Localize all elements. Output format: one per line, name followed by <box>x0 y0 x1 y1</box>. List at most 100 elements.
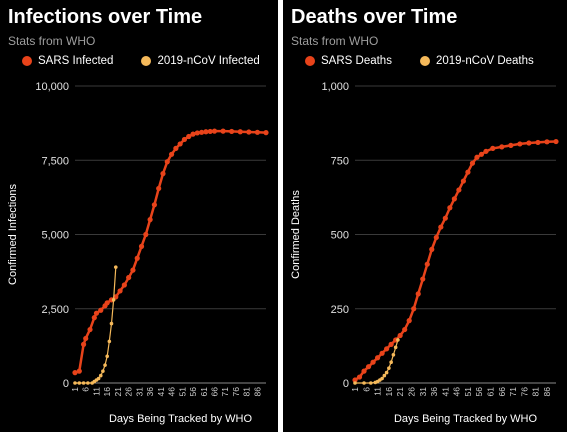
data-point-ncov <box>98 373 103 378</box>
x-tick-label: 51 <box>177 387 187 397</box>
chart-title: Infections over Time <box>8 6 203 28</box>
data-point-ncov <box>369 381 373 385</box>
data-point-sars <box>352 377 358 383</box>
data-point-sars <box>138 243 145 249</box>
data-point-sars <box>508 142 514 148</box>
x-tick-label: 71 <box>508 387 518 397</box>
data-point-ncov <box>101 369 105 373</box>
data-point-sars <box>424 261 430 267</box>
x-tick-label: 11 <box>91 387 101 396</box>
data-point-sars <box>130 267 136 273</box>
x-tick-label: 86 <box>252 387 262 397</box>
data-point-sars <box>160 171 166 177</box>
data-point-sars <box>402 326 408 333</box>
x-tick-label: 41 <box>440 387 450 397</box>
data-point-sars <box>173 145 179 151</box>
data-point-sars <box>365 364 372 370</box>
data-point-sars <box>199 129 205 135</box>
data-point-sars <box>553 138 559 145</box>
series-line-sars <box>354 140 557 382</box>
x-tick-label: 46 <box>452 387 462 397</box>
chart-subtitle: Stats from WHO <box>291 34 379 48</box>
y-axis-label: Confirmed Infections <box>7 184 19 285</box>
x-tick-label: 31 <box>134 387 144 397</box>
data-point-ncov <box>109 321 114 326</box>
data-point-sars <box>411 306 417 312</box>
y-tick-label: 750 <box>331 155 349 167</box>
y-tick-label: 7,500 <box>41 155 69 167</box>
data-point-sars <box>134 255 140 261</box>
data-point-sars <box>263 130 269 136</box>
x-tick-label: 61 <box>199 387 209 397</box>
data-point-sars <box>460 178 467 184</box>
data-point-sars <box>181 136 188 143</box>
data-point-ncov <box>81 381 86 385</box>
x-tick-label: 76 <box>519 387 529 397</box>
data-point-sars <box>544 139 550 145</box>
x-tick-label: 71 <box>220 387 230 397</box>
y-tick-label: 10,000 <box>35 81 69 93</box>
y-tick-label: 500 <box>331 230 349 242</box>
data-point-sars <box>535 139 541 146</box>
x-tick-label: 81 <box>531 387 541 397</box>
panel-divider <box>278 0 283 432</box>
data-point-sars <box>72 370 78 376</box>
data-point-sars <box>384 346 390 352</box>
data-point-sars <box>379 350 385 356</box>
data-point-sars <box>361 368 367 374</box>
legend-dot-sars-icon <box>22 56 32 66</box>
data-point-sars <box>254 129 261 135</box>
series-line-ncov <box>75 267 117 384</box>
y-tick-label: 0 <box>63 378 69 390</box>
data-point-sars <box>143 231 149 238</box>
data-point-sars <box>490 145 496 151</box>
data-point-ncov <box>387 366 391 370</box>
data-point-sars <box>465 169 471 175</box>
chart-subtitle: Stats from WHO <box>8 34 96 48</box>
x-tick-label: 1 <box>70 387 80 392</box>
data-point-sars <box>451 196 457 202</box>
data-point-sars <box>406 318 412 324</box>
data-point-sars <box>117 288 123 294</box>
data-point-sars <box>517 141 523 147</box>
data-point-sars <box>93 310 100 316</box>
data-point-sars <box>207 128 213 135</box>
data-point-ncov <box>107 339 112 344</box>
data-point-sars <box>156 185 162 192</box>
x-tick-label: 21 <box>113 387 123 397</box>
data-point-sars <box>229 128 235 135</box>
data-point-sars <box>186 133 192 140</box>
data-point-sars <box>190 131 196 137</box>
data-point-sars <box>397 332 403 339</box>
legend-dot-sars-icon <box>305 56 315 66</box>
legend-dot-ncov-icon <box>419 56 430 66</box>
data-point-sars <box>438 224 444 230</box>
x-tick-label: 41 <box>156 387 166 397</box>
data-point-sars <box>246 129 252 135</box>
data-point-sars <box>447 205 453 211</box>
data-point-sars <box>76 368 82 374</box>
data-point-ncov <box>103 363 107 367</box>
data-point-sars <box>415 291 421 297</box>
y-tick-label: 1,000 <box>321 81 349 93</box>
data-point-sars <box>83 335 89 342</box>
chart-title: Deaths over Time <box>291 6 458 28</box>
y-tick-label: 250 <box>331 304 349 316</box>
data-point-sars <box>356 374 363 380</box>
data-point-sars <box>87 326 93 333</box>
data-point-sars <box>478 151 485 157</box>
x-tick-label: 46 <box>167 387 177 397</box>
data-point-sars <box>203 129 209 135</box>
y-tick-label: 0 <box>343 378 349 390</box>
x-tick-label: 6 <box>81 387 91 392</box>
data-point-sars <box>121 282 127 288</box>
x-axis-label: Days Being Tracked by WHO <box>394 413 537 425</box>
data-point-ncov <box>384 370 389 375</box>
data-point-sars <box>433 234 439 241</box>
data-point-sars <box>177 141 183 147</box>
x-tick-label: 66 <box>497 387 507 397</box>
data-point-sars <box>211 128 218 134</box>
data-point-ncov <box>111 298 116 302</box>
